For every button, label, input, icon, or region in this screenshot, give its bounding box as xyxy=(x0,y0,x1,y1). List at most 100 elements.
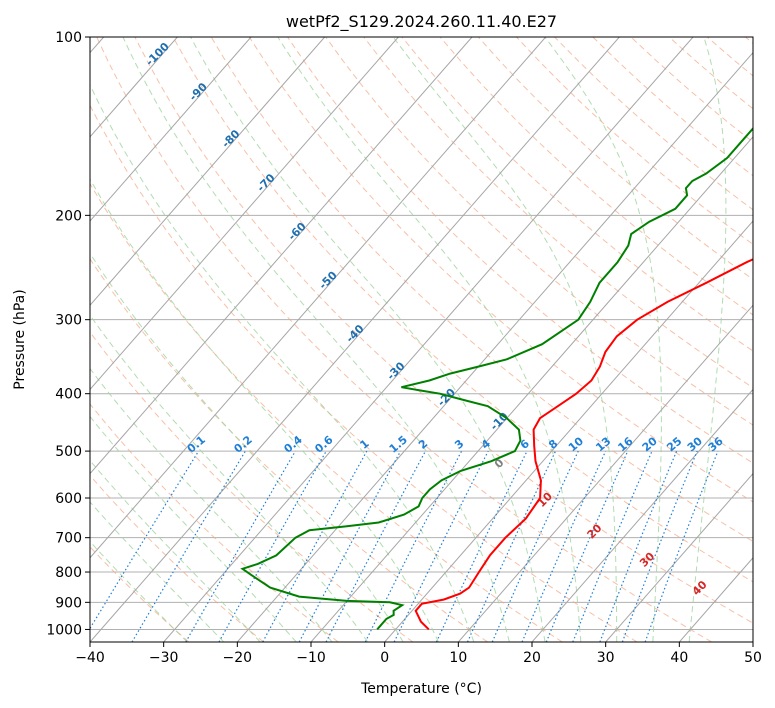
y-tick-label: 1000 xyxy=(46,622,82,638)
dry-adiabat xyxy=(96,37,712,642)
dry-adiabat-label: -60 xyxy=(286,220,309,243)
dry-adiabat-label: -30 xyxy=(384,359,407,382)
x-tick-label: 10 xyxy=(449,650,467,666)
mixing-ratio-line xyxy=(599,450,678,642)
y-tick-label: 900 xyxy=(55,595,82,611)
y-tick-label: 200 xyxy=(55,208,82,224)
moist-adiabat xyxy=(122,37,510,642)
isotherm-line xyxy=(752,641,753,642)
moist-adiabat xyxy=(90,83,475,642)
moist-adiabat xyxy=(90,367,333,642)
dry-adiabat-label: -50 xyxy=(316,269,339,292)
dry-adiabat xyxy=(554,37,753,211)
moist-adiabat xyxy=(90,459,261,642)
mixing-ratio-label: 8 xyxy=(546,437,560,452)
isotherm-line xyxy=(90,37,547,559)
x-tick-label: −30 xyxy=(149,650,179,666)
dry-adiabat-label: -40 xyxy=(343,322,366,345)
dry-adiabat xyxy=(439,37,753,316)
mixing-ratio-line xyxy=(644,450,719,642)
pressure-gridlines xyxy=(90,37,753,630)
isotherm-line xyxy=(90,37,252,222)
y-tick-label: 300 xyxy=(55,313,82,329)
x-tick-label: −10 xyxy=(296,650,326,666)
moist-adiabat xyxy=(688,37,727,642)
dry-adiabat xyxy=(90,104,638,642)
dry-adiabat xyxy=(592,37,753,177)
mixing-ratio-line xyxy=(621,450,698,642)
dry-adiabat-label: -100 xyxy=(143,40,172,69)
dry-adiabat xyxy=(172,37,753,583)
mixing-ratio-lines xyxy=(90,450,719,642)
dry-adiabat xyxy=(706,37,753,77)
isotherm-line xyxy=(310,136,753,642)
mixing-ratio-line xyxy=(262,450,368,642)
dry-adiabats xyxy=(90,37,753,642)
mixing-ratio-line xyxy=(572,450,653,642)
isotherm-line xyxy=(90,37,326,306)
dewpoint-line xyxy=(240,126,753,631)
isotherm-line xyxy=(531,388,753,642)
dry-adiabat xyxy=(90,546,190,642)
dry-adiabat xyxy=(745,37,753,44)
dry-adiabat xyxy=(287,37,753,464)
plot-frame xyxy=(89,36,754,643)
mixing-ratio-line xyxy=(298,450,402,642)
chart-title: wetPf2_S129.2024.260.11.40.E27 xyxy=(286,12,557,32)
x-tick-label: −20 xyxy=(223,650,253,666)
isotherm-line xyxy=(605,472,753,642)
mixing-ratio-line xyxy=(545,450,629,642)
x-tick-label: 30 xyxy=(597,650,615,666)
x-axis-ticks: −40 −30 −20 −10 0 10 20 30 40 50 xyxy=(75,642,762,666)
mixing-ratio-label: 3 xyxy=(452,437,466,452)
y-tick-label: 800 xyxy=(55,565,82,581)
dry-adiabat xyxy=(90,258,488,642)
moist-adiabat-label: 20 xyxy=(585,521,605,541)
x-tick-label: 40 xyxy=(670,650,688,666)
y-axis-label: Pressure (hPa) xyxy=(12,289,28,389)
mixing-ratio-label: 1 xyxy=(357,437,371,452)
mixing-ratio-label: 2 xyxy=(416,437,430,452)
y-tick-label: 100 xyxy=(55,30,82,46)
x-tick-label: 50 xyxy=(744,650,762,666)
x-axis-label: Temperature (°C) xyxy=(360,681,482,697)
dry-adiabat-label: -70 xyxy=(254,171,277,194)
moist-adiabat xyxy=(544,37,662,642)
isotherm-line xyxy=(163,37,694,642)
isotherms xyxy=(90,37,753,642)
dry-adiabat-label: -80 xyxy=(219,127,242,150)
dry-adiabat xyxy=(363,37,753,389)
y-tick-label: 700 xyxy=(55,531,82,547)
isotherm-line xyxy=(90,37,399,391)
moist-adiabat-label: 40 xyxy=(690,578,710,598)
mixing-ratio-line xyxy=(325,450,426,642)
isotherm-line xyxy=(457,304,753,642)
isotherm-line xyxy=(90,37,620,642)
x-tick-label: 20 xyxy=(523,650,541,666)
y-tick-label: 500 xyxy=(55,444,82,460)
mixing-ratio-line xyxy=(491,450,579,642)
dry-adiabat xyxy=(90,403,339,642)
moist-adiabat-label: 30 xyxy=(637,549,657,569)
x-tick-label: −40 xyxy=(75,650,105,666)
x-tick-label: 0 xyxy=(380,650,389,666)
dry-adiabat xyxy=(90,474,264,642)
mixing-ratio-line xyxy=(435,450,528,642)
mixing-ratio-line xyxy=(218,450,327,642)
mixing-ratio-line xyxy=(393,450,489,642)
moist-adiabat xyxy=(277,37,582,642)
mixing-ratio-line xyxy=(521,450,607,642)
y-axis-ticks: 100 200 300 400 500 600 700 800 900 1000 xyxy=(46,30,90,638)
plot-area: 0.1 0.2 0.4 0.6 1 1.5 2 3 4 6 8 10 13 16 20 25 30 36-100-… xyxy=(90,37,753,642)
mixing-ratio-line xyxy=(90,450,200,630)
dry-adiabat xyxy=(90,182,563,642)
y-tick-label: 600 xyxy=(55,491,82,507)
mixing-ratio-line xyxy=(185,450,296,642)
moist-adiabat xyxy=(90,415,297,642)
mixing-ratio-label: 0.4 xyxy=(282,433,306,456)
isotherm-line xyxy=(236,51,753,642)
temperature-line xyxy=(414,258,753,631)
moist-adiabat xyxy=(90,252,404,642)
isotherm-line xyxy=(678,557,753,642)
